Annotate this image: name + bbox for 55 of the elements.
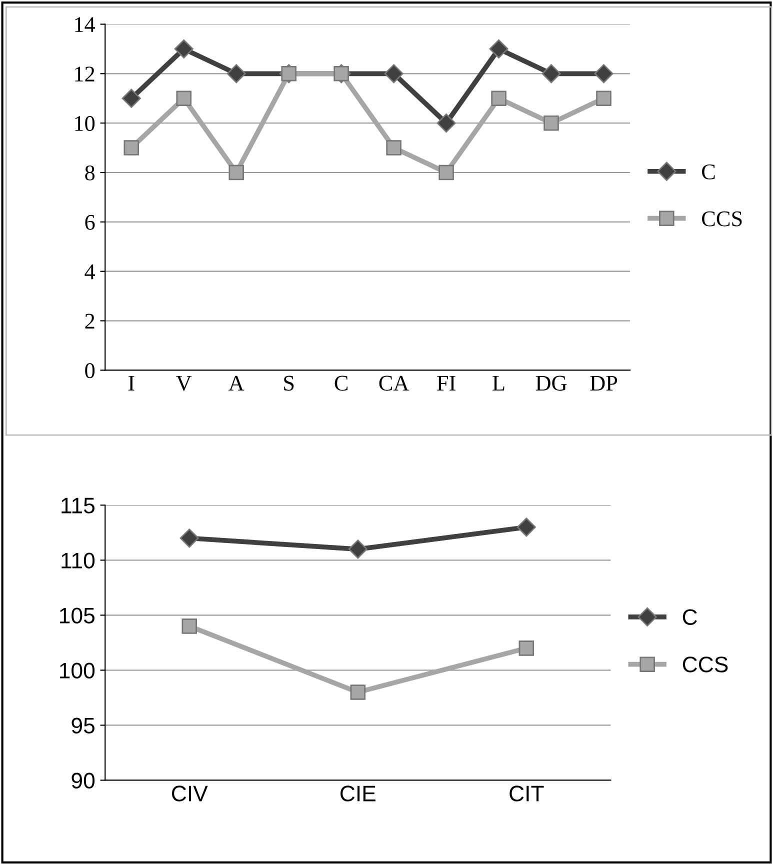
x-tick-label: FI (437, 376, 456, 390)
y-tick-label: 2 (85, 314, 94, 328)
y-tick-label: 115 (62, 498, 94, 514)
y-tick-label: 100 (60, 662, 95, 678)
point (544, 115, 559, 131)
point (491, 90, 506, 106)
point (174, 39, 194, 58)
point (516, 518, 536, 537)
point (334, 66, 349, 82)
legend-label: C (682, 609, 697, 625)
point (438, 164, 454, 180)
point (384, 64, 404, 84)
point (176, 90, 192, 106)
point (350, 684, 366, 700)
point (281, 66, 296, 82)
point (122, 88, 141, 108)
point (386, 140, 402, 156)
point (228, 164, 244, 180)
point (436, 114, 456, 133)
legend-label: CCS (682, 656, 728, 672)
legend-label: CCS (702, 211, 742, 226)
point (226, 64, 246, 84)
x-tick-label: CIT (510, 786, 544, 802)
y-tick-label: 6 (85, 214, 95, 230)
y-tick-label: 12 (75, 66, 94, 82)
point (348, 540, 368, 559)
x-tick-label: S (284, 376, 294, 391)
x-tick-label: V (176, 376, 192, 391)
point (596, 90, 612, 106)
y-tick-label: 105 (60, 608, 94, 624)
x-tick-label: A (228, 376, 244, 390)
y-tick-label: 4 (84, 264, 96, 280)
point (542, 64, 561, 84)
x-tick-label: CIV (172, 786, 208, 802)
y-tick-label: 110 (62, 552, 95, 568)
point (489, 39, 508, 58)
x-tick-label: CA (379, 376, 410, 391)
x-tick-label: L (492, 376, 504, 390)
y-tick-label: 95 (72, 718, 94, 734)
point (518, 640, 534, 656)
x-tick-label: I (128, 376, 134, 390)
x-tick-label: C (334, 376, 348, 391)
point (594, 64, 614, 84)
x-tick-label: CIE (340, 786, 376, 802)
point (182, 618, 198, 634)
y-tick-label: 0 (85, 363, 95, 378)
y-tick-label: 14 (75, 17, 96, 32)
x-tick-label: DP (590, 376, 618, 391)
point (180, 528, 199, 548)
y-tick-label: 8 (85, 165, 95, 180)
point (124, 140, 140, 156)
x-tick-label: DG (536, 376, 567, 391)
y-tick-label: 90 (72, 772, 95, 788)
y-tick-label: 10 (75, 116, 95, 132)
legend-label: C (702, 164, 715, 180)
